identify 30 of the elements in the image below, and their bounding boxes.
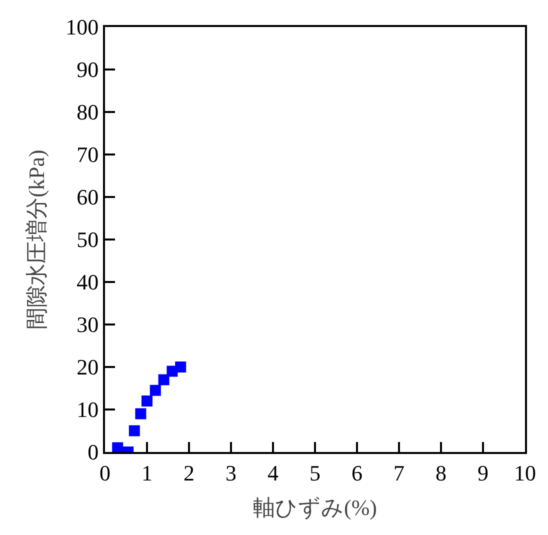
y-tick-label: 80 bbox=[76, 100, 99, 125]
y-tick-label: 0 bbox=[88, 440, 99, 465]
x-tick-label: 4 bbox=[268, 460, 278, 486]
x-tick-label: 5 bbox=[310, 460, 320, 486]
point bbox=[112, 442, 124, 452]
point bbox=[128, 425, 140, 436]
point bbox=[175, 362, 186, 372]
y-tick-label: 40 bbox=[76, 270, 99, 295]
y-tick-label: 100 bbox=[66, 14, 99, 40]
y-tick-label: 60 bbox=[76, 184, 99, 210]
point bbox=[135, 408, 146, 420]
x-axis-title: 軸ひずみ(%) bbox=[253, 494, 377, 520]
x-tick-label: 3 bbox=[226, 460, 236, 486]
x-tick-label: 2 bbox=[184, 460, 194, 486]
y-tick-label: 10 bbox=[76, 397, 99, 422]
y-tick-label: 20 bbox=[76, 354, 99, 380]
y-tick-label: 70 bbox=[76, 142, 99, 168]
x-tick-label: 7 bbox=[394, 460, 404, 486]
x-tick-label: 1 bbox=[142, 460, 152, 486]
point bbox=[142, 396, 152, 406]
point bbox=[158, 374, 170, 386]
x-tick-label: 10 bbox=[514, 460, 536, 486]
y-tick-label: 50 bbox=[76, 227, 99, 252]
x-tick-label: 9 bbox=[478, 460, 488, 486]
x-tick-label: 6 bbox=[352, 460, 362, 486]
y-tick-label: 90 bbox=[76, 57, 99, 82]
y-tick-label: 30 bbox=[76, 312, 99, 338]
point bbox=[150, 384, 161, 396]
y-axis-title: 間隙水圧増分(kPa) bbox=[24, 150, 49, 330]
x-tick-label: 8 bbox=[436, 460, 446, 486]
